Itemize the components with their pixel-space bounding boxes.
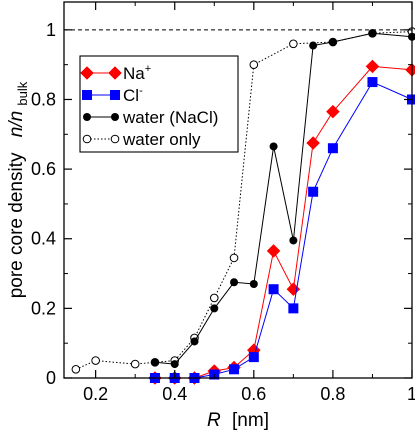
legend-label: Na+ [123,63,151,83]
x-tick-label: 0.2 [83,384,108,404]
diamond-marker [405,63,415,77]
x-axis-title: R [nm] [207,410,269,431]
x-tick-label: 0.8 [320,384,345,404]
y-tick-label: 0.6 [31,159,56,179]
legend-label-text: water only [122,130,201,149]
filled-circle-marker [289,236,298,245]
open-circle-marker [71,364,81,374]
x-tick-label: 1 [407,384,415,404]
square-marker [82,90,92,100]
legend-entry: water (NaCl) [83,108,218,127]
square-marker [268,284,279,295]
diamond-marker [80,66,94,80]
legend-label-text: Cl [123,86,139,105]
open-circle-marker [289,39,298,49]
open-circle-marker [229,253,239,263]
plot-frame [63,1,413,379]
legend-label-text: water (NaCl) [122,108,218,127]
y-axis-ratio-subscript: bulk [15,81,30,105]
square-marker [229,364,240,375]
diamond-marker [326,104,340,119]
square-marker [308,186,319,197]
y-tick-label: 0.8 [31,89,56,109]
axes-layer: 0.2 0.4 0.6 0.8 1 0 0.2 0.4 0.6 0.8 1 [31,1,415,404]
y-tick-label: 0.2 [31,298,56,318]
legend-label-text: Na [123,64,145,83]
legend-entry: water only [82,130,201,149]
x-tick-label: 0.6 [241,384,266,404]
filled-circle-marker [83,113,91,121]
filled-circle-marker [170,360,179,369]
square-marker [327,143,338,154]
filled-circle-marker [309,41,318,50]
filled-circle-marker [249,280,258,288]
square-marker [248,352,259,363]
square-marker [288,303,299,314]
diamond-marker [108,66,122,80]
y-tick-label: 0.4 [31,229,56,249]
open-circle-marker [82,134,92,144]
legend-entry: Na+ [80,63,151,83]
legend-label-superscript: + [145,63,151,75]
open-circle-marker [249,60,259,69]
legend-label: water (NaCl) [122,108,218,127]
filled-circle-marker [210,304,219,313]
x-axis-unit: [nm] [232,410,269,431]
diamond-marker [286,282,301,297]
legend-label: water only [122,130,201,149]
filled-circle-marker [230,278,239,287]
diamond-marker [266,244,281,258]
filled-circle-marker [368,29,377,38]
y-tick-label: 1 [46,20,56,40]
filled-circle-marker [269,142,278,151]
square-marker [367,77,378,88]
y-axis-ratio: n/n [6,111,27,137]
x-axis-symbol: R [207,410,221,431]
open-circle-marker [209,293,219,303]
filled-circle-marker [150,358,159,367]
square-marker [110,90,120,100]
legend-label-superscript: - [139,85,143,97]
legend-label: Cl- [123,85,143,105]
series-layer [71,27,415,385]
x-tick-label: 0.4 [162,384,187,404]
diamond-marker [306,136,320,150]
filled-circle-marker [328,38,337,47]
series-water-nacl- [150,29,415,369]
open-circle-marker [130,359,140,369]
legend-entry: Cl- [82,85,143,105]
filled-circle-marker [111,113,119,121]
filled-circle-marker [190,337,199,346]
y-axis-label: pore core density [6,152,27,298]
open-circle-marker [110,134,120,144]
legend-box [79,55,239,153]
legend: Na+Cl-water (NaCl)water only [79,55,239,153]
diamond-marker [365,59,380,74]
y-axis-title: pore core density n/n bulk [6,81,30,298]
y-tick-label: 0 [46,368,56,388]
open-circle-marker [91,356,100,365]
axis-titles: R [nm] pore core density n/n bulk [6,81,269,431]
series-line [154,32,413,365]
